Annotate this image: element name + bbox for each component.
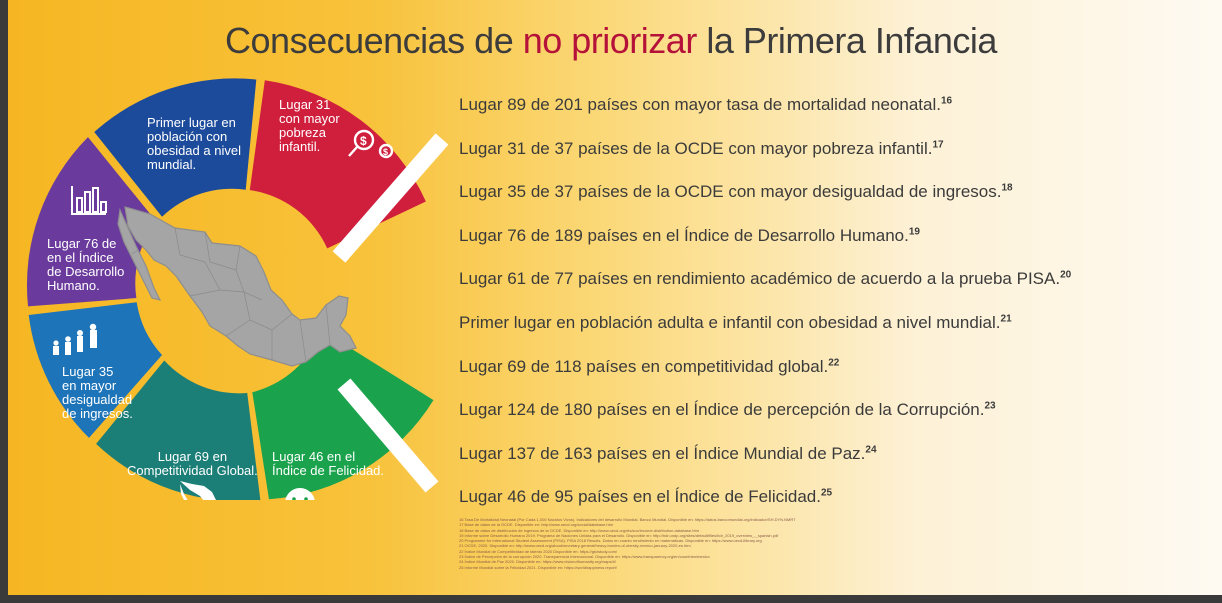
fact-item: Primer lugar en población adulta e infan…: [459, 313, 1199, 357]
segment-purple: [26, 137, 157, 307]
fact-ref: 21: [1000, 313, 1012, 325]
fact-item: Lugar 35 de 37 países de la OCDE con may…: [459, 182, 1199, 226]
segment-green-label: Lugar 46 en el Índice de Felicidad.: [272, 450, 384, 478]
bottom-frame-border: [0, 595, 1222, 603]
svg-text:$: $: [383, 147, 388, 157]
fact-text: Lugar 69 de 118 países en competitividad…: [459, 356, 829, 376]
segment-purple-label: Lugar 76 de en el Índice de Desarrollo H…: [47, 237, 124, 293]
segment-purple-line: Lugar 76 de: [47, 236, 117, 251]
fact-item: Lugar 89 de 201 países con mayor tasa de…: [459, 95, 1199, 139]
fact-ref: 25: [820, 487, 833, 499]
consequences-wheel: $ $: [26, 78, 449, 500]
segment-teal-label: Lugar 69 en Competitividad Global.: [127, 450, 258, 478]
segment-red-label: Lugar 31 con mayor pobreza infantil.: [279, 98, 340, 154]
fact-ref: 18: [1001, 182, 1013, 194]
fact-text: Lugar 124 de 180 países en el Índice de …: [459, 400, 985, 420]
footnote-line: 18 Base de datos de distribución de ingr…: [459, 527, 699, 533]
fact-item: Lugar 69 de 118 países en competitividad…: [459, 357, 1199, 401]
mexico-map: [117, 206, 357, 367]
bar-chart-icon: [71, 186, 107, 215]
segment-red-line: infantil.: [279, 139, 321, 154]
title-highlight: no priorizar: [522, 20, 698, 61]
fact-text: Lugar 31 de 37 países de la OCDE con may…: [459, 138, 933, 158]
fact-ref: 16: [941, 95, 953, 107]
white-bar-top: [332, 133, 449, 263]
segment-purple-line: de Desarrollo: [47, 264, 125, 279]
fact-text: Lugar 35 de 37 países de la OCDE con may…: [459, 182, 1002, 202]
sad-face-icon: [285, 488, 315, 500]
segment-sky-label: Lugar 35 en mayor desigualdad de ingreso…: [62, 365, 133, 421]
fact-text: Lugar 76 de 189 países en el Índice de D…: [459, 225, 909, 245]
title-part-1: Consecuencias de: [225, 20, 523, 61]
segment-blue: [94, 78, 257, 217]
segment-green-line: Lugar 46 en el: [272, 449, 356, 464]
segment-teal: [96, 360, 261, 500]
segment-green: [252, 330, 434, 500]
footnote-line: 20 Programme for International Student A…: [459, 538, 762, 544]
footnote-line: 22 Índice Mundial de Competitividad de t…: [459, 548, 618, 554]
svg-text:$: $: [360, 134, 367, 148]
footnotes: 16 Tasa De Mortalidad Neonatal (Por Cada…: [459, 517, 1199, 570]
fact-ref: 23: [984, 400, 996, 412]
fact-item: Lugar 31 de 37 países de la OCDE con may…: [459, 139, 1199, 183]
fact-text: Lugar 89 de 201 países con mayor tasa de…: [459, 95, 941, 114]
footnote-line: 24 Índice Mundial de Paz 2020. Disponibl…: [459, 559, 616, 565]
footnote-line: 21 OCDE, 2020. Disponible en: http://www…: [459, 543, 691, 549]
segment-purple-line: en el Índice: [47, 250, 114, 265]
footnote-line: 16 Tasa De Mortalidad Neonatal (Por Cada…: [459, 517, 796, 522]
segment-red-line: Lugar 31: [279, 97, 331, 112]
page-title: Consecuencias de no priorizar la Primera…: [0, 20, 1222, 62]
segment-purple-line: Humano.: [47, 278, 100, 293]
footnote-line: 25 Informe Mundial sobre la Felicidad 20…: [459, 564, 617, 570]
white-bar-bottom: [337, 378, 439, 493]
title-part-2: la Primera Infancia: [696, 20, 997, 61]
segment-blue-line: obesidad a nivel: [147, 143, 241, 158]
fact-text: Primer lugar en población adulta e infan…: [459, 312, 1001, 332]
people-icon: [53, 323, 97, 355]
fact-item: Lugar 137 de 163 países en el Índice Mun…: [459, 444, 1199, 488]
segment-sky-line: desigualdad: [62, 392, 133, 407]
fact-item: Lugar 46 de 95 países en el Índice de Fe…: [459, 487, 1199, 531]
segment-teal-line: Lugar 69 en: [157, 449, 228, 464]
fact-item: Lugar 124 de 180 países en el Índice de …: [459, 400, 1199, 444]
fact-text: Lugar 137 de 163 países en el Índice Mun…: [459, 443, 866, 463]
facts-list: Lugar 89 de 201 países con mayor tasa de…: [459, 95, 1199, 531]
mexico-map-icon: [180, 481, 216, 500]
segment-blue-line: mundial.: [147, 157, 197, 172]
segment-red-line: con mayor: [279, 111, 340, 126]
segment-teal-line: Competitividad Global.: [127, 463, 258, 478]
footnote-line: 23 Índice de Percepción de la corrupción…: [459, 554, 710, 560]
footnote-line: 19 Informe sobre Desarrollo Humano 2019.…: [459, 532, 779, 538]
segment-sky: [28, 302, 163, 438]
segment-blue-line: población con: [147, 129, 228, 144]
segment-red-line: pobreza: [279, 125, 326, 140]
left-frame-border: [0, 0, 8, 603]
fact-text: Lugar 46 de 95 países en el Índice de Fe…: [459, 487, 821, 507]
segment-blue-label: Primer lugar en población con obesidad a…: [147, 116, 241, 172]
money-search-icon: $ $: [348, 129, 394, 159]
fact-item: Lugar 61 de 77 países en rendimiento aca…: [459, 269, 1199, 313]
fact-ref: 17: [932, 138, 944, 150]
fact-ref: 24: [865, 444, 877, 456]
fact-ref: 19: [908, 226, 920, 238]
segment-blue-line: Primer lugar en: [147, 115, 236, 130]
segment-sky-line: de ingresos.: [62, 406, 133, 421]
footnote-line: 17 Base de datos de la OCDE. Disponible …: [459, 522, 614, 528]
segment-sky-line: en mayor: [62, 378, 117, 393]
fact-ref: 22: [828, 356, 840, 368]
segment-sky-line: Lugar 35: [62, 364, 114, 379]
fact-ref: 20: [1060, 269, 1072, 281]
segment-green-line: Índice de Felicidad.: [272, 463, 385, 478]
fact-text: Lugar 61 de 77 países en rendimiento aca…: [459, 269, 1061, 289]
fact-item: Lugar 76 de 189 países en el Índice de D…: [459, 226, 1199, 270]
